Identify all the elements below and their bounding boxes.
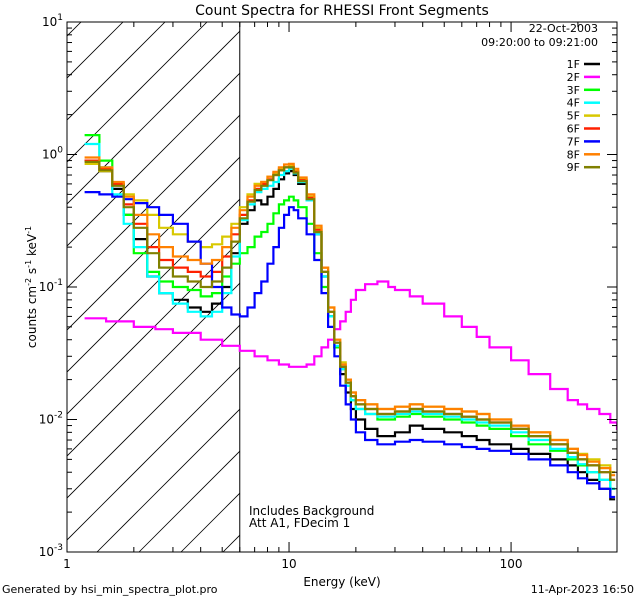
hatch-line xyxy=(67,156,240,331)
x-tick-label: 10 xyxy=(281,557,296,571)
hatch-line xyxy=(67,282,240,457)
x-axis-label: Energy (keV) xyxy=(303,575,380,589)
hatch-line xyxy=(67,114,240,289)
hatch-line xyxy=(67,22,124,79)
y-tick-label: 10-1 xyxy=(39,278,63,294)
hatch-line xyxy=(96,408,240,552)
series-7F xyxy=(84,191,616,499)
x-tick-label: 100 xyxy=(500,557,523,571)
date-label: 22-Oct-2003 xyxy=(529,22,598,35)
hatched-region xyxy=(67,22,241,552)
footer-generator: Generated by hsi_min_spectra_plot.pro xyxy=(2,583,218,596)
x-tick-label: 1 xyxy=(63,557,71,571)
series-2F xyxy=(84,280,617,430)
y-tick-label: 101 xyxy=(42,13,63,29)
y-tick-label: 10-2 xyxy=(39,411,63,427)
hatch-line xyxy=(67,366,240,541)
hatch-line xyxy=(67,30,240,205)
chart-title: Count Spectra for RHESSI Front Segments xyxy=(195,3,489,19)
hatch-line xyxy=(67,22,166,121)
legend-label-6F: 6F xyxy=(567,123,580,136)
hatch-line xyxy=(67,240,240,415)
legend-label-1F: 1F xyxy=(567,58,580,71)
legend-label-3F: 3F xyxy=(567,84,580,97)
hatch-line xyxy=(67,22,208,163)
footer-timestamp: 11-Apr-2023 16:50 xyxy=(530,583,634,596)
note-attenuator: Att A1, FDecim 1 xyxy=(249,516,350,530)
y-axis-label: counts cm-2 s-1 keV-1 xyxy=(24,226,39,348)
note-background: Includes Background xyxy=(249,504,374,518)
time-range-label: 09:20:00 to 09:21:00 xyxy=(481,36,598,49)
hatch-lines xyxy=(67,22,240,552)
series-9F xyxy=(84,160,616,481)
hatch-line xyxy=(67,324,240,499)
legend-label-8F: 8F xyxy=(567,148,580,161)
hatch-line xyxy=(138,450,240,552)
y-tick-label: 100 xyxy=(42,146,63,162)
axis-ticks: 1 10 100 10-3 10-2 10-1 100 101 xyxy=(39,13,618,571)
legend-label-2F: 2F xyxy=(567,71,580,84)
series-layer xyxy=(84,134,617,501)
hatch-line xyxy=(67,198,240,373)
legend-label-9F: 9F xyxy=(567,161,580,174)
y-tick-label: 10-3 xyxy=(39,543,63,559)
legend-label-4F: 4F xyxy=(567,97,580,110)
legend-label-5F: 5F xyxy=(567,110,580,123)
legend-label-7F: 7F xyxy=(567,135,580,148)
